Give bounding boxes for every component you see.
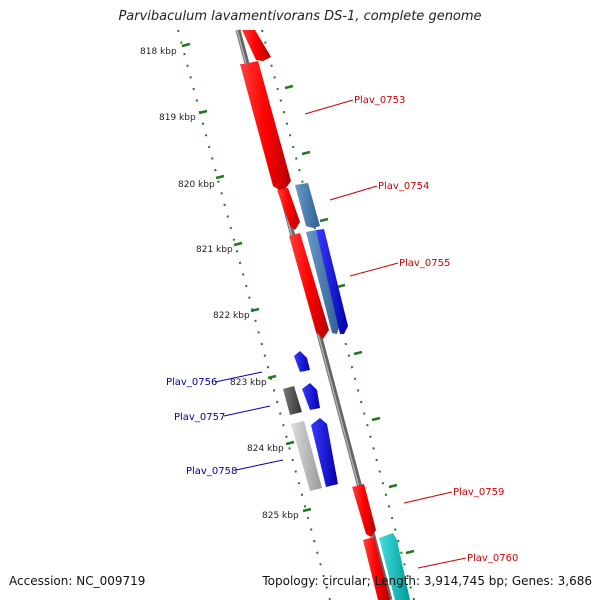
gene-block-plav-0758[interactable] xyxy=(291,421,322,491)
accession-text: Accession: NC_009719 xyxy=(9,574,146,588)
tick-marks xyxy=(181,42,415,555)
genome-summary-text: Topology: circular; Length: 3,914,745 bp… xyxy=(262,574,592,588)
gene-block-plav-0753[interactable] xyxy=(240,61,291,192)
leader-plav-0759 xyxy=(403,491,453,504)
leader-plav-0756 xyxy=(214,371,263,383)
gene-block-plav-0753-a[interactable] xyxy=(241,30,271,61)
gene-block-plav-0758-blue[interactable] xyxy=(311,418,338,487)
tick-label-824: 824 kbp xyxy=(247,444,284,454)
gene-label-plav-0754[interactable]: Plav_0754 xyxy=(378,181,429,192)
tick-label-821: 821 kbp xyxy=(196,245,233,255)
gene-block-plav-0760[interactable] xyxy=(379,533,410,600)
gene-block-plav-0759[interactable] xyxy=(352,484,376,537)
gene-block-plav-0755[interactable] xyxy=(316,229,348,334)
gene-block-plav-0755-red[interactable] xyxy=(289,233,329,339)
leader-plav-0754 xyxy=(329,185,378,201)
gene-label-plav-0755[interactable]: Plav_0755 xyxy=(399,258,450,269)
leader-plav-0757 xyxy=(223,405,271,417)
leader-plav-0758 xyxy=(235,459,284,471)
tick-label-825: 825 kbp xyxy=(262,511,299,521)
gene-block-plav-0760-red[interactable] xyxy=(363,537,390,600)
gene-block-plav-0757[interactable] xyxy=(302,383,320,410)
tick-label-818: 818 kbp xyxy=(140,47,177,57)
gene-label-plav-0759[interactable]: Plav_0759 xyxy=(453,487,504,498)
gene-label-plav-0753[interactable]: Plav_0753 xyxy=(354,95,405,106)
gene-block-red-small[interactable] xyxy=(277,188,300,230)
tick-label-822: 822 kbp xyxy=(213,311,250,321)
gene-block-plav-0757-dark[interactable] xyxy=(283,386,302,415)
tick-label-823: 823 kbp xyxy=(230,378,267,388)
genome-title: Parvibaculum lavamentivorans DS-1, compl… xyxy=(118,9,482,24)
gene-block-plav-0754[interactable] xyxy=(295,183,320,228)
gene-label-plav-0756[interactable]: Plav_0756 xyxy=(166,377,217,388)
gene-block-plav-0756[interactable] xyxy=(294,351,310,372)
tick-label-819: 819 kbp xyxy=(159,113,196,123)
tick-label-820: 820 kbp xyxy=(178,180,215,190)
leader-plav-0760 xyxy=(417,557,467,569)
gene-label-plav-0757[interactable]: Plav_0757 xyxy=(174,412,225,423)
gene-block-plav-0755-steel[interactable] xyxy=(306,230,340,334)
leader-plav-0755 xyxy=(349,262,399,277)
gene-label-plav-0760[interactable]: Plav_0760 xyxy=(467,553,518,564)
gene-label-plav-0758[interactable]: Plav_0758 xyxy=(186,466,237,477)
leader-plav-0753 xyxy=(304,99,354,115)
